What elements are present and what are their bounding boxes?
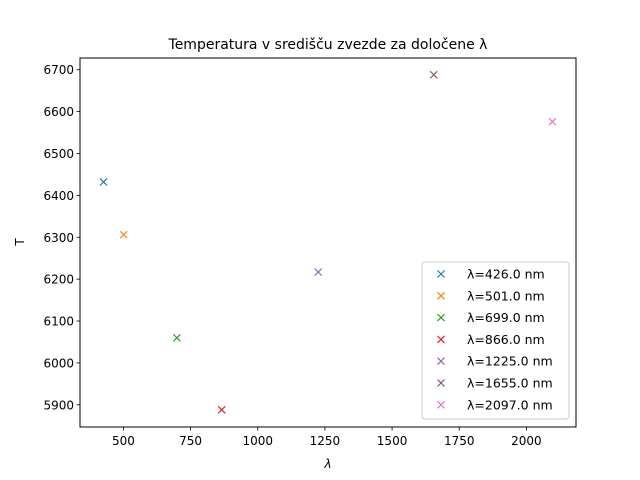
data-point-2 <box>172 333 181 342</box>
legend-label: λ=426.0 nm <box>467 267 545 282</box>
y-tick-label: 6500 <box>43 147 74 161</box>
legend-label: λ=2097.0 nm <box>467 397 553 412</box>
y-tick-label: 6000 <box>43 356 74 370</box>
y-tick-label: 5900 <box>43 398 74 412</box>
legend-marker-icon <box>437 357 445 366</box>
x-tick-label: 1500 <box>377 434 408 448</box>
legend-marker-icon <box>437 313 445 322</box>
legend-item: λ=699.0 nm <box>437 310 545 325</box>
y-axis: 5900 6000 6100 6200 6300 6400 6500 6600 6700 <box>43 63 80 412</box>
data-points <box>99 70 557 414</box>
x-tick-label: 1250 <box>310 434 341 448</box>
legend-frame <box>421 261 570 420</box>
legend: λ=426.0 nm λ=501.0 nm λ=699.0 nm λ=866.0 nm… <box>421 261 570 420</box>
data-point-0 <box>99 178 108 186</box>
x-tick-label: 1000 <box>242 434 273 448</box>
legend-item: λ=866.0 nm <box>437 332 545 347</box>
legend-marker-icon <box>437 335 445 344</box>
y-tick-label: 6700 <box>43 63 74 77</box>
x-tick-label: 500 <box>112 434 135 448</box>
y-tick-label: 6300 <box>43 231 74 245</box>
y-tick-label: 6100 <box>43 315 74 329</box>
y-axis-label: T <box>13 238 27 247</box>
legend-marker-icon <box>437 291 445 300</box>
y-tick-label: 6400 <box>43 189 74 203</box>
y-tick-label: 6600 <box>43 105 74 119</box>
x-axis: 500 750 1000 1250 1500 1750 2000 <box>112 427 542 448</box>
data-point-3 <box>217 405 226 414</box>
data-point-4 <box>314 268 323 276</box>
legend-label: λ=1225.0 nm <box>467 354 553 369</box>
data-point-1 <box>119 230 128 239</box>
x-tick-label: 750 <box>179 434 202 448</box>
legend-label: λ=866.0 nm <box>467 332 545 347</box>
plot-frame <box>79 57 577 428</box>
x-axis-label: λ <box>323 457 331 471</box>
legend-label: λ=501.0 nm <box>467 288 545 303</box>
legend-item: λ=501.0 nm <box>437 288 545 303</box>
legend-marker-icon <box>437 379 445 387</box>
legend-marker-icon <box>437 400 445 409</box>
legend-label: λ=1655.0 nm <box>467 376 553 391</box>
legend-item: λ=1225.0 nm <box>437 354 553 369</box>
legend-item: λ=1655.0 nm <box>437 376 553 391</box>
x-tick-label: 2000 <box>511 434 542 448</box>
legend-label: λ=699.0 nm <box>467 310 545 325</box>
data-point-5 <box>429 70 438 79</box>
legend-item: λ=2097.0 nm <box>437 397 553 412</box>
data-point-6 <box>548 117 557 126</box>
legend-item: λ=426.0 nm <box>437 267 545 282</box>
x-tick-label: 1750 <box>444 434 475 448</box>
chart-title: Temperatura v središču zvezde za določen… <box>168 37 488 53</box>
y-tick-label: 6200 <box>43 273 74 287</box>
legend-marker-icon <box>437 270 445 278</box>
